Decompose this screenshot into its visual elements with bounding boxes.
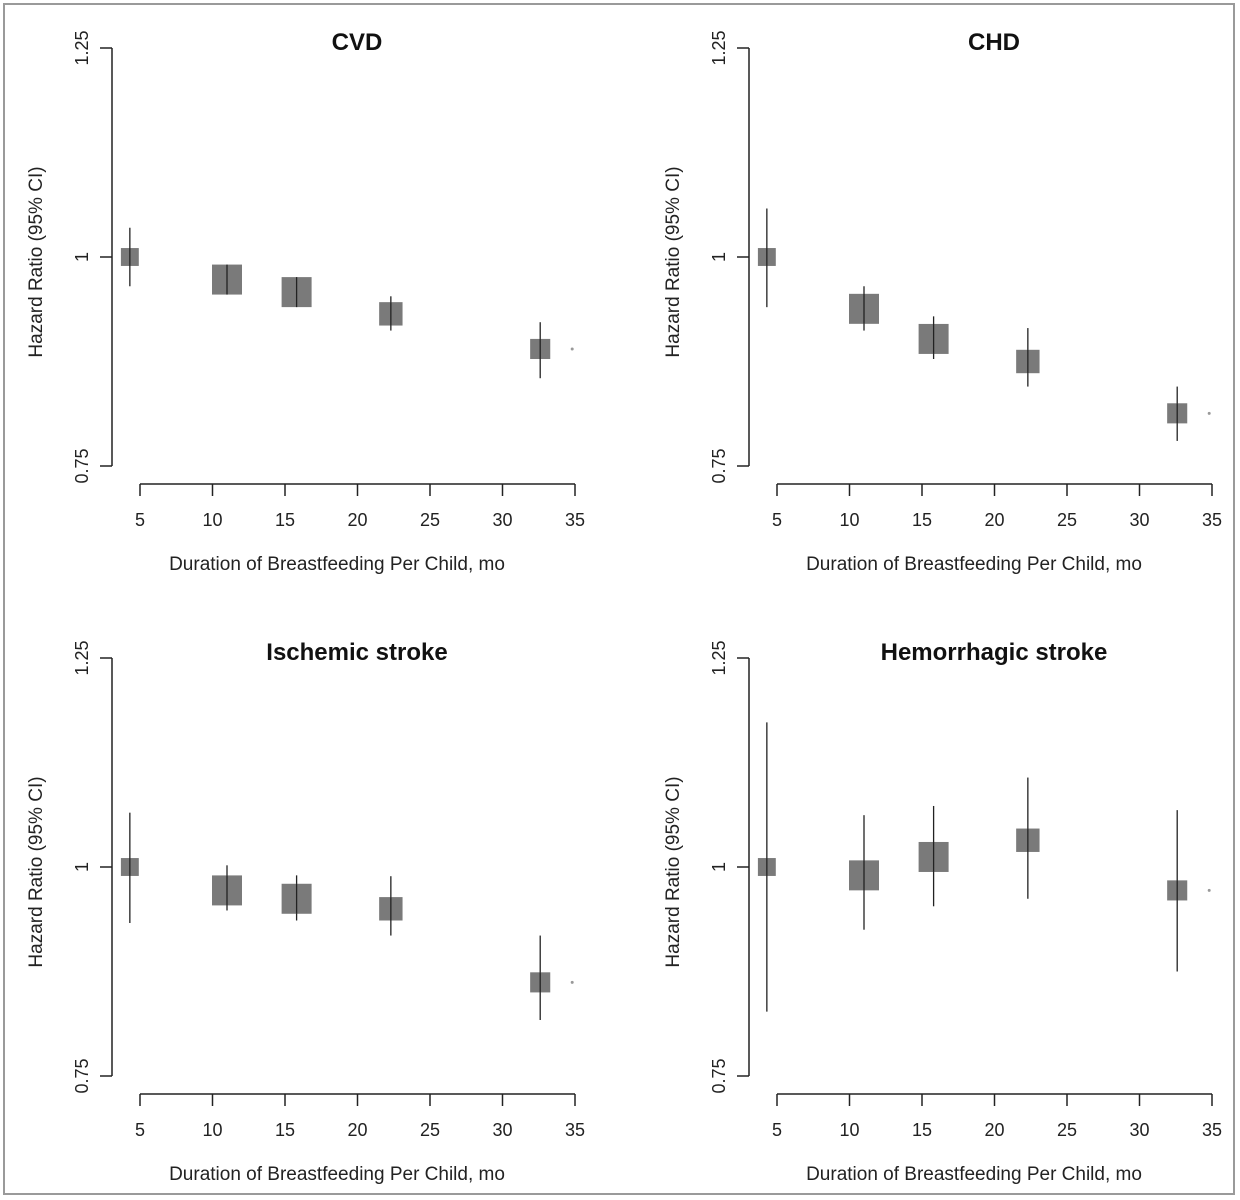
y-tick-label: 1.25 — [72, 640, 92, 675]
y-tick-label: 0.75 — [709, 448, 729, 483]
chart-panel-4: Hemorrhagic stroke 0.75 1 1.25 Hazard Ratio … — [663, 639, 1222, 1185]
y-tick-label: 0.75 — [72, 1058, 92, 1093]
y-tick-label: 1.25 — [709, 640, 729, 675]
trailing-dot — [570, 980, 574, 984]
x-tick-label: 25 — [420, 1120, 440, 1140]
x-tick-label: 5 — [135, 1120, 145, 1140]
figure-frame — [3, 3, 1235, 1195]
x-tick-label: 30 — [492, 1120, 512, 1140]
x-tick-label: 35 — [1202, 1120, 1222, 1140]
trailing-dot — [570, 347, 574, 351]
x-tick-label: 30 — [1129, 510, 1149, 530]
x-tick-label: 20 — [984, 510, 1004, 530]
chart-title: CVD — [332, 29, 383, 56]
y-axis-label: Hazard Ratio (95% CI) — [663, 166, 684, 357]
x-tick-label: 10 — [839, 1120, 859, 1140]
x-tick-label: 20 — [347, 1120, 367, 1140]
x-tick-label: 5 — [135, 510, 145, 530]
trailing-dot — [1207, 411, 1211, 415]
x-tick-label: 15 — [912, 510, 932, 530]
x-tick-label: 20 — [984, 1120, 1004, 1140]
x-tick-label: 30 — [492, 510, 512, 530]
y-tick-label: 1.25 — [709, 30, 729, 65]
y-axis-label: Hazard Ratio (95% CI) — [26, 166, 47, 357]
chart-title: CHD — [968, 29, 1020, 56]
x-tick-label: 15 — [912, 1120, 932, 1140]
x-tick-label: 15 — [275, 510, 295, 530]
chart-title: Hemorrhagic stroke — [881, 639, 1108, 666]
x-tick-label: 15 — [275, 1120, 295, 1140]
x-axis-label: Duration of Breastfeeding Per Child, mo — [169, 554, 505, 575]
x-axis-label: Duration of Breastfeeding Per Child, mo — [169, 1164, 505, 1185]
x-axis-label: Duration of Breastfeeding Per Child, mo — [806, 554, 1142, 575]
y-tick-label: 1 — [709, 252, 729, 262]
chart-panel-2: CHD 0.75 1 1.25 Hazard Ratio (95% CI) 5 10 15 20… — [663, 29, 1222, 575]
y-tick-label: 1 — [709, 862, 729, 872]
x-tick-label: 25 — [420, 510, 440, 530]
x-axis-label: Duration of Breastfeeding Per Child, mo — [806, 1164, 1142, 1185]
y-axis-label: Hazard Ratio (95% CI) — [26, 776, 47, 967]
x-tick-label: 25 — [1057, 1120, 1077, 1140]
chart-panel-3: Ischemic stroke 0.75 1 1.25 Hazard Ratio (95… — [26, 639, 585, 1185]
x-tick-label: 10 — [202, 1120, 222, 1140]
y-axis-label: Hazard Ratio (95% CI) — [663, 776, 684, 967]
x-tick-label: 5 — [772, 1120, 782, 1140]
x-tick-label: 35 — [1202, 510, 1222, 530]
y-tick-label: 1 — [72, 862, 92, 872]
x-tick-label: 30 — [1129, 1120, 1149, 1140]
x-tick-label: 5 — [772, 510, 782, 530]
x-tick-label: 20 — [347, 510, 367, 530]
chart-title: Ischemic stroke — [266, 639, 447, 666]
x-tick-label: 35 — [565, 1120, 585, 1140]
y-tick-label: 1 — [72, 252, 92, 262]
x-tick-label: 10 — [839, 510, 859, 530]
x-tick-label: 35 — [565, 510, 585, 530]
x-tick-label: 25 — [1057, 510, 1077, 530]
x-tick-label: 10 — [202, 510, 222, 530]
chart-panel-1: CVD 0.75 1 1.25 Hazard Ratio (95% CI) 5 10 15 20… — [26, 29, 585, 575]
trailing-dot — [1207, 888, 1211, 892]
y-tick-label: 0.75 — [72, 448, 92, 483]
y-tick-label: 1.25 — [72, 30, 92, 65]
y-tick-label: 0.75 — [709, 1058, 729, 1093]
